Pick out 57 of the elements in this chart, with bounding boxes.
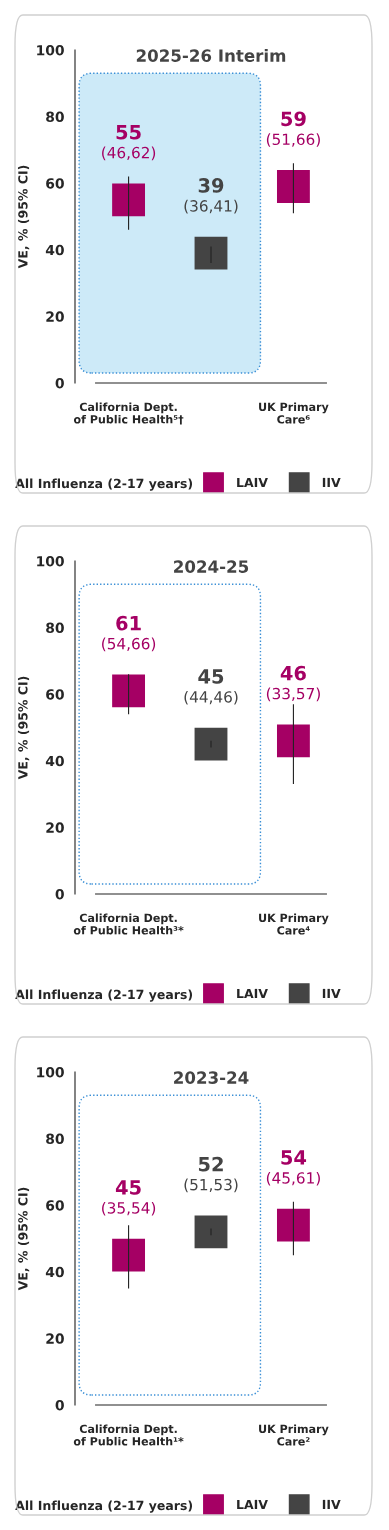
y-axis-title: VE, % (95% CI) xyxy=(17,1187,30,1291)
data-label: 45 (44,46) xyxy=(184,669,238,705)
y-tick-label: 100 xyxy=(37,555,64,567)
y-tick-label: 40 xyxy=(45,755,64,767)
x-tick-label: UK Primary Care² xyxy=(259,1424,329,1446)
data-label: 39 (36,41) xyxy=(184,178,238,214)
y-tick-label: 60 xyxy=(46,689,64,700)
legend-label: LAIV xyxy=(237,1499,268,1509)
y-tick-label: 60 xyxy=(46,178,64,189)
legend-label: LAIV xyxy=(237,477,268,487)
y-tick-label: 0 xyxy=(55,888,64,900)
x-tick-label: UK Primary Care⁶ xyxy=(259,402,329,424)
y-tick-label: 40 xyxy=(45,1266,64,1278)
y-tick-label: 20 xyxy=(46,311,64,322)
data-label: 45 (35,54) xyxy=(102,1180,156,1216)
legend-label: IIV xyxy=(322,988,341,998)
point xyxy=(194,727,228,761)
y-tick-label: 100 xyxy=(37,1066,64,1078)
data-label: 52 (51,53) xyxy=(184,1156,238,1193)
x-tick-label: UK Primary Care⁴ xyxy=(259,913,329,935)
chart-title: 2024-25 xyxy=(174,560,249,573)
point xyxy=(194,1215,228,1249)
point xyxy=(112,183,146,217)
y-tick-label: 20 xyxy=(46,822,64,833)
y-tick-label: 100 xyxy=(37,44,64,56)
y-tick-label: 60 xyxy=(46,1200,64,1211)
data-label: 61 (54,66) xyxy=(102,615,156,652)
legend-label: LAIV xyxy=(237,988,268,998)
chart-title: 2025-26 Interim xyxy=(136,48,286,62)
y-tick-label: 80 xyxy=(46,111,64,123)
data-label: 46 (33,57) xyxy=(266,665,320,702)
y-axis-title: VE, % (95% CI) xyxy=(17,165,30,269)
y-axis-title: VE, % (95% CI) xyxy=(17,676,30,780)
data-label: 54 (45,61) xyxy=(266,1150,320,1186)
x-tick-label: California Dept. of Public Health⁵† xyxy=(73,402,184,425)
legend-title: All Influenza (2-17 years) xyxy=(15,478,193,491)
data-label: 59 (51,66) xyxy=(266,111,320,147)
point xyxy=(276,1208,310,1242)
y-tick-label: 40 xyxy=(45,244,64,256)
y-tick-label: 20 xyxy=(46,1333,64,1344)
y-tick-label: 0 xyxy=(55,1399,64,1411)
point xyxy=(112,674,146,708)
legend-label: IIV xyxy=(322,1499,341,1509)
legend-title: All Influenza (2-17 years) xyxy=(15,989,193,1002)
point xyxy=(194,236,228,270)
data-label: 55 (46,62) xyxy=(102,125,156,161)
point xyxy=(276,170,310,203)
point xyxy=(276,724,310,758)
x-tick-label: California Dept. of Public Health³* xyxy=(73,913,184,935)
x-tick-label: California Dept. of Public Health¹* xyxy=(73,1424,184,1446)
point xyxy=(112,1238,146,1272)
y-tick-label: 80 xyxy=(46,622,64,634)
y-tick-label: 0 xyxy=(55,377,64,389)
legend-label: IIV xyxy=(322,477,341,487)
legend-title: All Influenza (2-17 years) xyxy=(15,1500,193,1513)
y-tick-label: 80 xyxy=(46,1133,64,1145)
chart-title: 2023-24 xyxy=(174,1071,249,1084)
